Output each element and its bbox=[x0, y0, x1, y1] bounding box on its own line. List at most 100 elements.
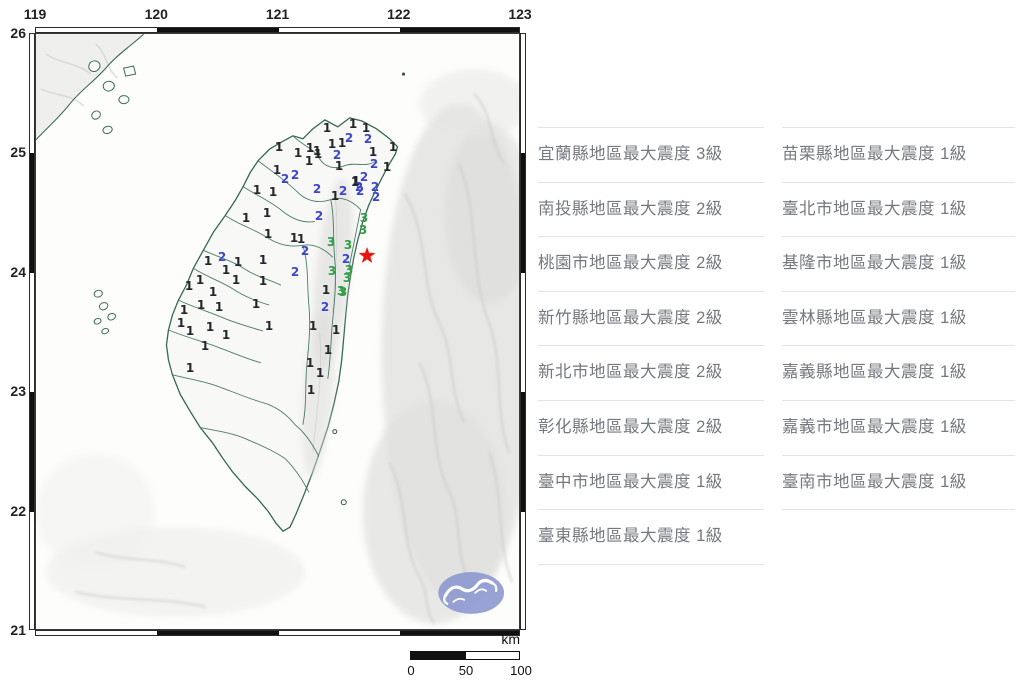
region-max-intensity-row: 南投縣地區最大震度 2級 bbox=[538, 181, 764, 237]
longitude-tick-label: 120 bbox=[144, 6, 168, 22]
station-intensity-value: 2 bbox=[312, 182, 322, 196]
station-intensity-value: 1 bbox=[195, 273, 205, 287]
longitude-tick-label: 122 bbox=[387, 6, 411, 22]
region-max-intensity-row: 臺南市地區最大震度 1級 bbox=[782, 454, 1015, 511]
station-intensity-value: 2 bbox=[332, 148, 342, 162]
station-intensity-value: 1 bbox=[321, 283, 331, 297]
mainland-coast bbox=[36, 34, 406, 141]
scalebar-unit: km bbox=[501, 631, 520, 647]
latitude-axis: 26 25 24 23 22 21 bbox=[0, 25, 28, 638]
station-intensity-value: 1 bbox=[382, 160, 392, 174]
station-intensity-value: 2 bbox=[369, 157, 379, 171]
station-intensity-value: 1 bbox=[205, 320, 215, 334]
station-intensity-value: 1 bbox=[214, 300, 224, 314]
station-intensity-value: 1 bbox=[221, 263, 231, 277]
frame-segment bbox=[30, 392, 34, 512]
longitude-tick-label: 119 bbox=[23, 6, 47, 22]
latitude-tick-label: 24 bbox=[10, 263, 26, 280]
station-intensity-value: 2 bbox=[363, 132, 373, 146]
station-intensity-value: 1 bbox=[293, 146, 303, 160]
station-intensity-value: 2 bbox=[359, 170, 369, 184]
station-intensity-value: 2 bbox=[290, 168, 300, 182]
station-intensity-value: 1 bbox=[185, 324, 195, 338]
station-intensity-value: 1 bbox=[231, 273, 241, 287]
longitude-axis: 119 120 121 122 123 bbox=[24, 6, 532, 24]
station-intensity-value: 2 bbox=[280, 172, 290, 186]
station-intensity-value: 3 bbox=[344, 263, 354, 277]
station-intensity-value: 1 bbox=[306, 383, 316, 397]
station-intensity-value: 1 bbox=[331, 323, 341, 337]
frame-segment bbox=[521, 392, 525, 512]
station-intensity-value: 1 bbox=[264, 319, 274, 333]
frame-segment bbox=[399, 631, 519, 635]
latitude-tick-label: 26 bbox=[10, 25, 26, 41]
station-intensity-value: 2 bbox=[371, 190, 381, 204]
station-intensity-value: 1 bbox=[337, 136, 347, 150]
station-intensity-value: 3 bbox=[338, 285, 348, 299]
station-intensity-value: 1 bbox=[272, 163, 282, 177]
station-intensity-value: 1 bbox=[361, 121, 371, 135]
sea-relief-shading bbox=[36, 69, 519, 625]
station-intensity-value: 1 bbox=[196, 298, 206, 312]
station-intensity-value: 3 bbox=[327, 264, 337, 278]
region-max-intensity-row: 臺東縣地區最大震度 1級 bbox=[538, 509, 764, 565]
station-intensity-value: 1 bbox=[305, 141, 315, 155]
region-max-intensity-row: 嘉義市地區最大震度 1級 bbox=[782, 399, 1015, 455]
region-max-intensity-row: 苗栗縣地區最大震度 1級 bbox=[782, 127, 1015, 182]
region-max-intensity-row: 新竹縣地區最大震度 2級 bbox=[538, 290, 764, 346]
station-intensity-value: 3 bbox=[342, 271, 352, 285]
frame-segment bbox=[521, 153, 525, 273]
station-intensity-value: 1 bbox=[203, 254, 213, 268]
station-intensity-value: 1 bbox=[262, 206, 272, 220]
region-max-intensity-row: 雲林縣地區最大震度 1級 bbox=[782, 290, 1015, 346]
station-intensity-value: 3 bbox=[343, 238, 353, 252]
latitude-tick-label: 25 bbox=[10, 144, 26, 161]
station-intensity-value: 1 bbox=[241, 211, 251, 225]
scale-bar-filled-segment bbox=[411, 652, 466, 659]
region-list-left: 宜蘭縣地區最大震度 3級 南投縣地區最大震度 2級 桃園市地區最大震度 2級 新竹縣地… bbox=[538, 127, 764, 565]
station-intensity-value: 2 bbox=[217, 250, 227, 264]
station-intensity-value: 1 bbox=[330, 189, 340, 203]
scale-bar: 0 50 100 bbox=[407, 651, 532, 678]
mountain-shading bbox=[301, 179, 353, 478]
scalebar-tick-label: 0 bbox=[407, 663, 415, 678]
station-intensity-value: 1 bbox=[252, 183, 262, 197]
station-intensity-value: 1 bbox=[251, 297, 261, 311]
station-intensity-value: 2 bbox=[341, 252, 351, 266]
station-intensity-value: 1 bbox=[305, 356, 315, 370]
frame-segment bbox=[157, 631, 279, 635]
frame-segment bbox=[30, 153, 34, 273]
map-frame-bottom bbox=[35, 630, 520, 636]
frame-segment bbox=[157, 28, 279, 32]
penghu-islands bbox=[93, 289, 116, 335]
region-max-intensity-row: 嘉義縣地區最大震度 1級 bbox=[782, 345, 1015, 400]
region-max-intensity-row: 臺中市地區最大震度 1級 bbox=[538, 454, 764, 510]
longitude-tick-label: 121 bbox=[265, 6, 290, 22]
cwb-logo bbox=[438, 572, 505, 614]
region-max-intensity-row: 宜蘭縣地區最大震度 3級 bbox=[538, 127, 764, 182]
station-intensity-value: 2 bbox=[344, 131, 354, 145]
region-max-intensity-row: 新北市地區最大震度 2級 bbox=[538, 345, 764, 400]
epicenter-star-icon: ★ bbox=[357, 244, 377, 268]
station-intensity-value: 1 bbox=[184, 279, 194, 293]
latitude-tick-label: 22 bbox=[10, 502, 26, 519]
station-intensity-value: 2 bbox=[355, 184, 365, 198]
station-intensity-value: 1 bbox=[208, 285, 218, 299]
longitude-tick-label: 123 bbox=[508, 6, 532, 22]
station-intensity-value: 2 bbox=[338, 184, 348, 198]
latitude-tick-label: 21 bbox=[10, 622, 26, 638]
scalebar-tick-label: 50 bbox=[458, 663, 474, 678]
station-intensity-value: 1 bbox=[263, 227, 273, 241]
station-intensity-value: 2 bbox=[314, 209, 324, 223]
station-intensity-value: 1 bbox=[322, 121, 332, 135]
station-intensity-value: 1 bbox=[368, 145, 378, 159]
region-max-intensity-row: 基隆市地區最大震度 1級 bbox=[782, 236, 1015, 291]
station-intensity-value: 1 bbox=[258, 253, 268, 267]
station-intensity-value: 1 bbox=[308, 319, 318, 333]
station-intensity-value: 1 bbox=[327, 137, 337, 151]
station-intensity-value: 1 bbox=[323, 343, 333, 357]
station-intensity-value: 1 bbox=[176, 316, 186, 330]
offshore-islets bbox=[332, 429, 347, 506]
